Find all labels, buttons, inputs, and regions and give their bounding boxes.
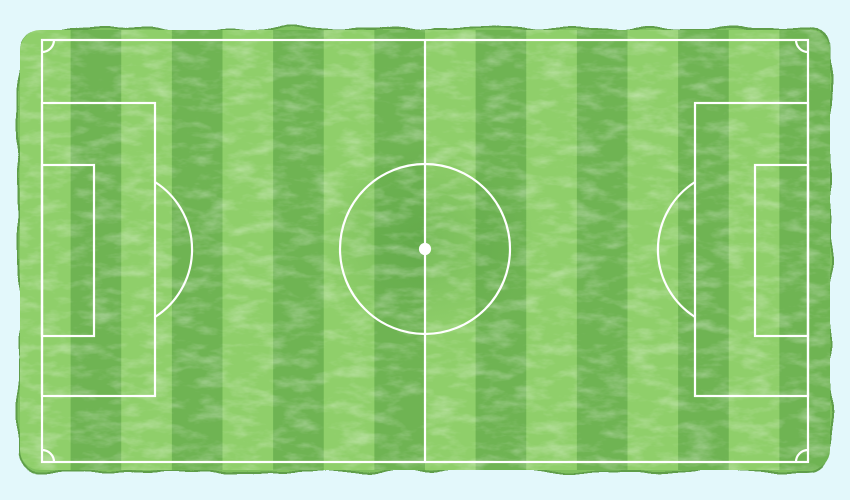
corner-arc-bottom-right [794, 448, 809, 463]
left-goal-area [40, 163, 96, 338]
pitch-markings [40, 38, 810, 464]
left-penalty-arc [154, 181, 194, 318]
center-spot [418, 242, 432, 256]
corner-arc-top-left [41, 39, 56, 54]
right-goal-area [753, 163, 810, 338]
corner-arc-bottom-left [41, 448, 56, 463]
corner-arc-top-right [794, 39, 809, 54]
right-penalty-arc [656, 181, 696, 318]
center-circle [338, 162, 512, 336]
